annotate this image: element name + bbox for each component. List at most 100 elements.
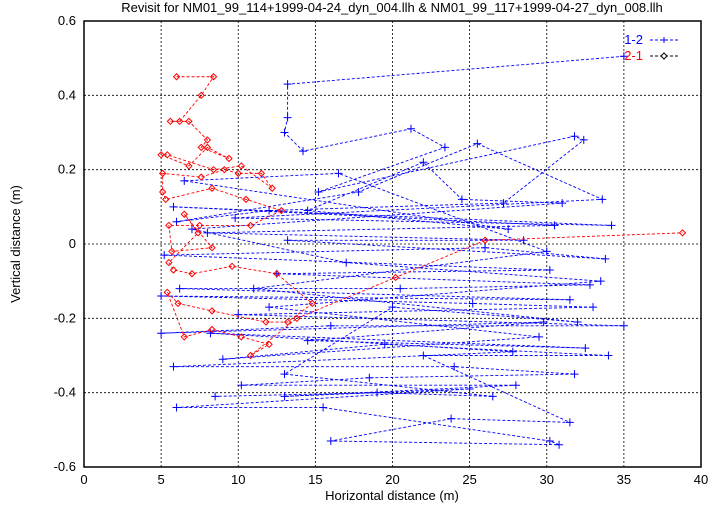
data-point [165,258,173,267]
data-point [380,340,389,349]
data-point [257,169,266,178]
data-point [157,329,166,338]
y-tick-label: 0.2 [58,162,76,177]
data-point [163,288,172,297]
series-2-1 [157,73,687,360]
data-point [342,258,351,267]
data-point [169,202,178,211]
data-point [678,229,687,237]
data-point [246,221,255,230]
series-1-2 [157,52,628,449]
data-point [283,113,292,122]
data-point [579,135,588,144]
data-point [273,270,281,278]
data-point [303,336,312,345]
data-point [283,236,292,245]
data-point [180,176,189,185]
series-layer [157,52,687,449]
legend: 1-2 2-1 [624,32,680,63]
legend-label-2-1: 2-1 [624,48,643,63]
data-point [440,143,449,152]
y-tick-label: -0.4 [54,385,76,400]
legend-plus-marker [661,37,667,43]
data-point [237,333,246,341]
chart-title: Revisit for NM01_99_114+1999-04-24_dyn_0… [121,0,663,15]
data-point [473,139,482,148]
data-point [157,292,166,301]
data-point [280,392,289,401]
data-point [265,303,274,312]
tick-labels: 0 5 10 15 20 25 30 35 40 -0.6 -0.4 -0.2 0 0.2 0.4 0.6 [54,13,709,487]
data-point [163,151,172,159]
x-tick-label: 10 [231,472,245,487]
data-point [158,169,167,178]
data-point [481,243,490,252]
data-point [280,370,289,379]
data-point [565,418,574,427]
data-point [558,199,567,208]
x-tick-label: 0 [80,472,87,487]
data-point [174,299,182,308]
data-point [158,188,167,196]
data-point [169,266,178,274]
data-point [172,403,181,412]
data-point [319,403,328,412]
x-tick-label: 15 [308,472,322,487]
data-point [208,325,216,334]
data-point [407,124,416,133]
x-tick-label: 5 [158,472,165,487]
y-axis-label: Vertical distance (m) [8,185,23,303]
data-point [165,221,173,230]
y-tick-label: 0 [69,236,76,251]
data-point [585,280,594,289]
data-point [265,206,274,215]
data-point [581,344,590,353]
data-point [365,373,374,382]
data-point [396,284,405,293]
data-point [419,158,428,167]
data-point [197,91,205,100]
x-tick-label: 25 [462,472,476,487]
data-point [465,384,474,393]
data-point [197,173,205,181]
data-point [519,236,528,245]
data-point [570,370,579,379]
data-point [185,162,193,170]
x-tick-label: 20 [385,472,399,487]
legend-label-1-2: 1-2 [624,32,643,47]
x-tick-label: 40 [694,472,708,487]
data-point [185,117,193,126]
data-point [601,254,610,263]
data-point [499,199,508,208]
plot-frame [83,20,702,468]
data-point [326,436,335,445]
data-point [589,303,598,312]
data-point [234,310,243,319]
data-point [508,347,517,356]
data-point [450,362,459,371]
data-point [447,414,456,423]
data-point [419,351,428,360]
data-point [539,318,548,327]
y-tick-label: -0.2 [54,310,76,325]
data-point [246,351,255,360]
data-point [172,73,181,81]
series-line-1-2 [161,55,624,446]
data-point [197,143,205,152]
data-point [203,136,212,144]
x-axis-label: Horizontal distance (m) [325,488,459,503]
data-point [535,332,544,341]
y-tick-label: 0.4 [58,87,76,102]
data-point [308,299,316,308]
data-point [570,132,579,141]
grid [84,21,701,467]
data-point [249,284,258,293]
data-point [168,247,176,256]
data-point [504,225,513,234]
data-point [511,381,520,390]
data-point [234,169,242,178]
data-point [545,266,554,275]
data-point [166,117,175,126]
y-tick-label: 0.6 [58,13,76,28]
